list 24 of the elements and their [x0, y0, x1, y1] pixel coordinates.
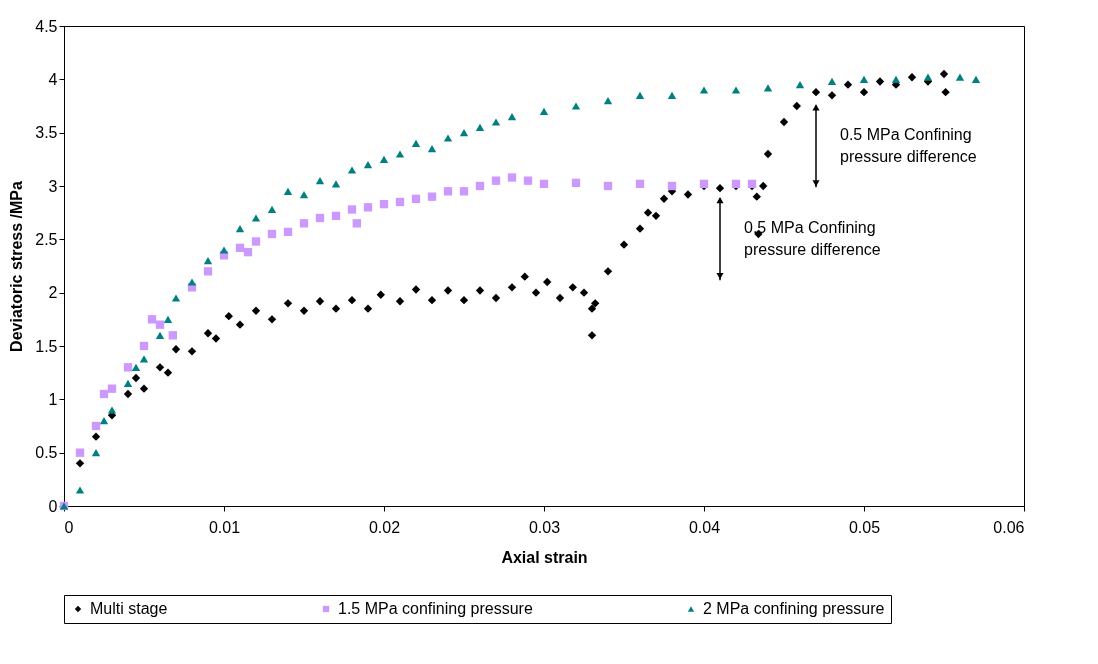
x-axis-title: Axial strain [501, 548, 588, 566]
annotation: 0.5 MPa Confining pressure difference [744, 219, 881, 259]
x-tick-label: 0.01 [208, 518, 241, 536]
y-tick-label: 1 [48, 390, 58, 408]
x-tick-label: 0.05 [848, 518, 881, 536]
y-tick-label: 1.5 [35, 337, 58, 355]
y-tick-label: 0.5 [35, 444, 58, 462]
legend-label: Multi stage [90, 600, 168, 617]
x-tick-label: 0.02 [368, 518, 401, 536]
y-axis-title: Deviatoric stress /MPa [8, 181, 26, 352]
legend-label: 2 MPa confining pressure [703, 600, 885, 617]
annotation: 0.5 MPa Confining pressure difference [840, 126, 977, 166]
y-tick-label: 2 [48, 284, 58, 302]
y-tick-label: 0 [48, 497, 58, 515]
y-tick-label: 3 [48, 177, 58, 195]
x-tick-label: 0 [64, 518, 74, 536]
x-tick-label: 0.04 [688, 518, 721, 536]
x-tick-label: 0.03 [528, 518, 561, 536]
y-tick-label: 3.5 [35, 124, 58, 142]
y-tick-label: 4 [48, 70, 58, 88]
y-tick-label: 4.5 [35, 17, 58, 35]
x-tick-label: 0.06 [993, 518, 1025, 536]
legend-label: 1.5 MPa confining pressure [338, 600, 533, 617]
y-tick-label: 2.5 [35, 230, 58, 248]
